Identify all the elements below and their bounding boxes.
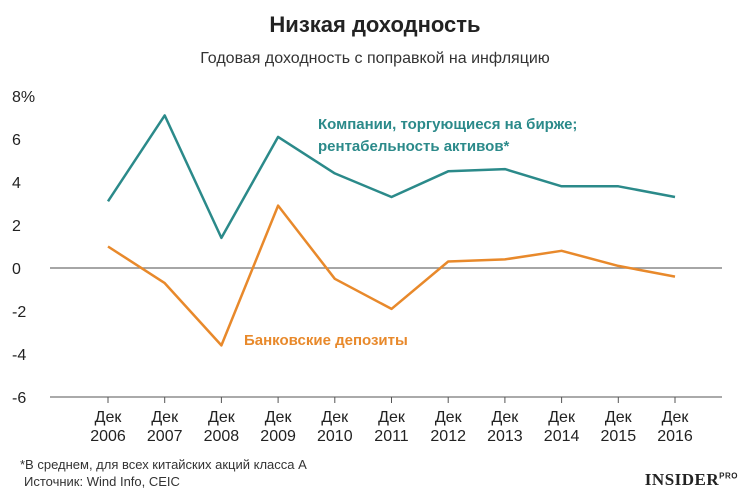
footnote: *В среднем, для всех китайских акций кла… [20, 456, 307, 490]
y-tick-label: 4 [12, 175, 21, 192]
chart-title: Низкая доходность [269, 12, 481, 37]
x-tick-label-year: 2011 [374, 428, 409, 445]
footnote-source: Источник: Wind Info, CEIC [24, 474, 180, 489]
chart-subtitle: Годовая доходность с поправкой на инфляц… [200, 50, 550, 67]
series-line-1 [107, 204, 676, 347]
y-tick-label: 6 [12, 132, 21, 149]
series-label-0: Компании, торгующиеся на бирже; [318, 116, 577, 133]
y-tick-label: -2 [12, 304, 26, 321]
logo-text: INSIDER [644, 470, 720, 489]
x-tick-label-year: 2009 [260, 428, 296, 445]
x-tick-label-month: Дек [151, 409, 179, 426]
x-tick-label-month: Дек [378, 409, 406, 426]
x-tick-label-month: Дек [435, 409, 463, 426]
series-label-0: рентабельность активов* [318, 138, 510, 155]
x-tick-label-month: Дек [492, 409, 520, 426]
y-tick-label: -4 [12, 347, 26, 364]
x-tick-label-year: 2012 [430, 428, 466, 445]
y-tick-label: 2 [12, 218, 21, 235]
x-tick-label-month: Дек [548, 409, 576, 426]
x-tick-label-month: Дек [95, 409, 123, 426]
x-tick-label-year: 2006 [90, 428, 126, 445]
insider-pro-logo: INSIDERPRO [645, 470, 738, 490]
x-tick-label-month: Дек [662, 409, 690, 426]
x-tick-label-year: 2015 [601, 428, 637, 445]
x-tick-label-year: 2016 [657, 428, 693, 445]
x-tick-label-month: Дек [208, 409, 236, 426]
y-tick-label: 8% [12, 89, 35, 106]
x-tick-label-year: 2010 [317, 428, 353, 445]
x-tick-label-year: 2008 [204, 428, 240, 445]
footnote-note: *В среднем, для всех китайских акций кла… [20, 457, 307, 472]
x-tick-label-month: Дек [321, 409, 349, 426]
x-tick-label-year: 2013 [487, 428, 523, 445]
x-tick-label-month: Дек [605, 409, 633, 426]
y-tick-label: 0 [12, 261, 21, 278]
x-tick-label-year: 2014 [544, 428, 580, 445]
x-tick-label-year: 2007 [147, 428, 183, 445]
series-label-1: Банковские депозиты [244, 332, 408, 349]
x-tick-label-month: Дек [265, 409, 293, 426]
series-line-0 [106, 114, 676, 240]
y-tick-label: -6 [12, 390, 26, 407]
logo-suffix: PRO [719, 471, 738, 481]
